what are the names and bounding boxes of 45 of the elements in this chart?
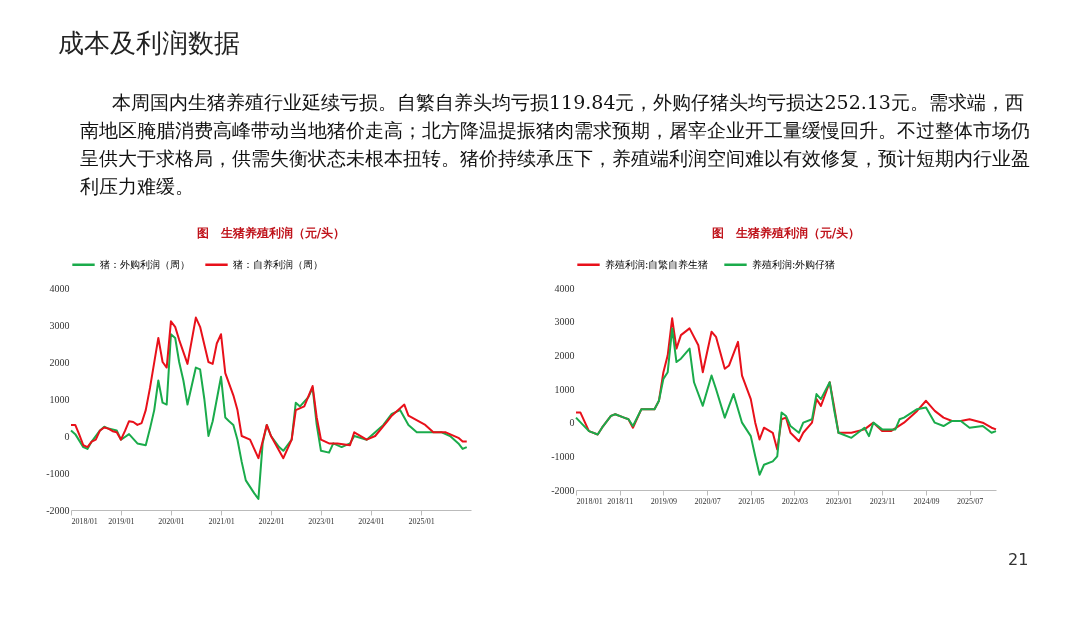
x-tick-label: 2018/11 — [607, 496, 634, 506]
x-tick-label: 2023/11 — [869, 496, 896, 506]
x-tick-label: 2020/01 — [158, 516, 185, 526]
x-tick-label: 2018/01 — [71, 516, 98, 526]
x-tick-label: 2023/01 — [308, 516, 335, 526]
y-tick-label: 2000 — [49, 356, 70, 368]
x-tick-label: 2018/01 — [576, 496, 603, 506]
legend-label: 养殖利润:外购仔猪 — [752, 258, 836, 270]
y-tick-label: -1000 — [46, 467, 70, 479]
line-series — [70, 316, 468, 460]
y-tick-label: 0 — [64, 430, 70, 442]
y-tick-label: 1000 — [554, 383, 575, 395]
line-series — [575, 317, 997, 451]
y-tick-label: 0 — [569, 417, 575, 429]
y-tick-label: 4000 — [554, 282, 575, 294]
y-tick-label: 4000 — [49, 282, 70, 294]
x-tick-label: 2025/01 — [408, 516, 435, 526]
x-tick-label: 2019/09 — [650, 496, 678, 506]
x-tick-label: 2022/03 — [781, 496, 809, 506]
text: 21 — [1008, 550, 1029, 569]
text: 本周国内生猪养殖行业延续亏损。自繁自养头均亏损119.84元，外购仔猪头均亏损达252.13元。需求端，西南地区腌腊消费高峰带动当地猪价走高；北方降温提振猪肉需求预期，屠宰企业开工量缓慢回升。不过整体市场仍呈供大于求格局，供需失衡状态未根本扭转。猪价持续承压下，养殖端利润空间难以有效修复，预计短期内行业盈利压力难缓。 — [80, 90, 1031, 199]
y-tick-label: 3000 — [554, 316, 575, 328]
x-tick-label: 2021/05 — [738, 496, 765, 506]
chart-title: 图 生猪养殖利润（元/头） — [711, 226, 861, 240]
x-tick-label: 2023/01 — [825, 496, 853, 506]
y-tick-label: 2000 — [554, 349, 575, 361]
x-tick-label: 2020/07 — [694, 496, 721, 506]
y-tick-label: -2000 — [46, 504, 70, 516]
y-tick-label: -1000 — [551, 450, 575, 462]
x-tick-label: 2019/01 — [108, 516, 135, 526]
line-series — [70, 333, 468, 500]
x-tick-label: 2025/07 — [956, 496, 984, 506]
text: 成本及利润数据 — [58, 27, 240, 60]
y-tick-label: 3000 — [49, 319, 70, 331]
y-tick-label: 1000 — [49, 393, 70, 405]
x-tick-label: 2022/01 — [258, 516, 285, 526]
chart-title: 图 生猪养殖利润（元/头） — [196, 226, 346, 240]
x-tick-label: 2024/01 — [358, 516, 385, 526]
legend-label: 猪：自养利润（周） — [233, 258, 323, 270]
y-tick-label: -2000 — [551, 484, 575, 496]
line-series — [575, 327, 997, 476]
x-tick-label: 2024/09 — [913, 496, 940, 506]
legend-label: 猪：外购利润（周） — [100, 258, 190, 270]
x-tick-label: 2021/01 — [208, 516, 235, 526]
legend-label: 养殖利润:自繁自养生猪 — [605, 258, 709, 270]
